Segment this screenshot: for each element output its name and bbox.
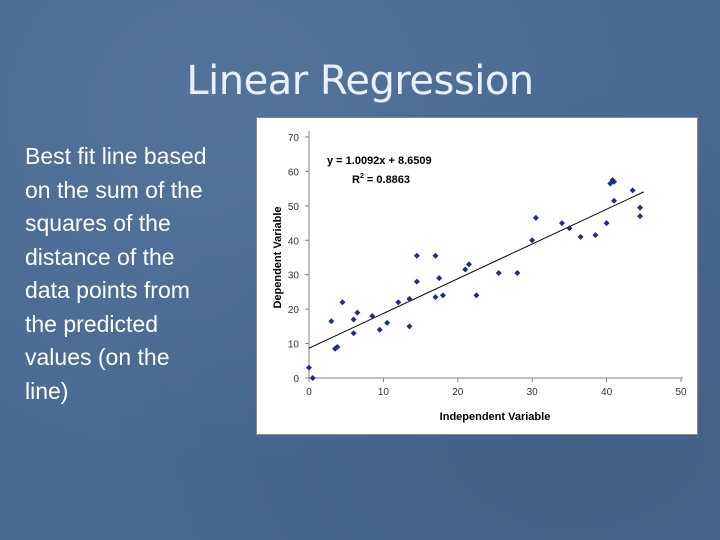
data-point — [439, 292, 446, 299]
body-line: squares of the — [25, 210, 171, 236]
body-line: on the sum of the — [25, 176, 203, 203]
data-point — [432, 252, 439, 259]
body-text: Best fit line based on the sum of the sq… — [25, 140, 255, 408]
y-tick-label: 20 — [288, 305, 300, 316]
x-tick-label: 50 — [675, 387, 687, 398]
data-point — [354, 309, 361, 316]
data-point — [350, 316, 357, 323]
x-tick-label: 10 — [378, 387, 390, 398]
data-point — [395, 299, 402, 306]
body-line: data points from — [25, 277, 190, 303]
r-squared-symbol: R — [352, 174, 360, 186]
data-point — [384, 319, 391, 326]
x-tick-label: 30 — [527, 387, 539, 398]
data-point — [558, 220, 565, 227]
scatter-chart: 0 10 20 30 40 50 0 10 20 30 40 50 60 70 y = 1.0092x +… — [256, 117, 698, 435]
body-line: the predicted — [25, 310, 158, 337]
data-point — [309, 375, 316, 381]
data-point — [334, 344, 341, 351]
data-point — [529, 237, 536, 244]
body-line: line) — [25, 377, 69, 404]
x-axis-label: Independent Variable — [440, 411, 551, 423]
data-point — [611, 197, 618, 204]
data-point — [306, 364, 312, 371]
x-tick-label: 40 — [601, 387, 613, 398]
x-tick-label: 0 — [306, 387, 312, 398]
y-tick-label: 50 — [288, 202, 300, 213]
data-point — [566, 225, 573, 232]
data-point — [629, 187, 636, 194]
r-squared-label: R2 = 0.8863 — [352, 173, 410, 186]
y-tick-label: 60 — [288, 167, 300, 178]
slide-title: Linear Regression — [186, 58, 534, 104]
data-point — [413, 252, 420, 259]
data-point — [332, 345, 339, 352]
data-point — [577, 233, 584, 240]
data-point — [514, 269, 521, 276]
body-line: Best fit line based — [25, 143, 207, 169]
data-point — [432, 294, 439, 301]
r-squared-superscript: 2 — [360, 173, 364, 180]
data-point — [473, 292, 480, 299]
data-point — [413, 278, 420, 285]
data-point — [532, 214, 539, 221]
y-tick-label: 0 — [293, 374, 299, 385]
data-point — [465, 261, 472, 268]
y-tick-label: 10 — [288, 340, 300, 351]
data-point — [328, 318, 335, 325]
y-axis-label: Dependent Variable — [272, 206, 284, 308]
trendline — [308, 191, 645, 349]
data-point — [406, 295, 413, 302]
plot-area: 0 10 20 30 40 50 0 10 20 30 40 50 60 70 — [288, 131, 687, 398]
data-point — [603, 220, 610, 227]
y-tick-label: 70 — [288, 133, 300, 144]
data-point — [406, 323, 413, 330]
data-point — [436, 275, 443, 282]
data-point — [462, 266, 469, 273]
y-tick-label: 30 — [288, 271, 300, 282]
chart-svg: 0 10 20 30 40 50 0 10 20 30 40 50 60 70 y = 1.0092x +… — [272, 131, 687, 423]
r-squared-value: = 0.8863 — [364, 174, 410, 186]
trendline-equation: y = 1.0092x + 8.6509 — [327, 155, 432, 167]
data-point — [592, 232, 599, 239]
data-point — [637, 213, 644, 220]
body-line: values (on the — [25, 344, 170, 370]
y-tick-label: 40 — [288, 236, 300, 247]
data-point — [350, 330, 357, 337]
data-point — [495, 269, 502, 276]
data-point — [339, 299, 346, 306]
data-point — [611, 178, 618, 185]
data-point — [637, 204, 644, 211]
data-point — [376, 326, 383, 333]
data-point — [369, 313, 376, 320]
body-line: distance of the — [25, 243, 175, 270]
x-tick-label: 20 — [452, 387, 464, 398]
